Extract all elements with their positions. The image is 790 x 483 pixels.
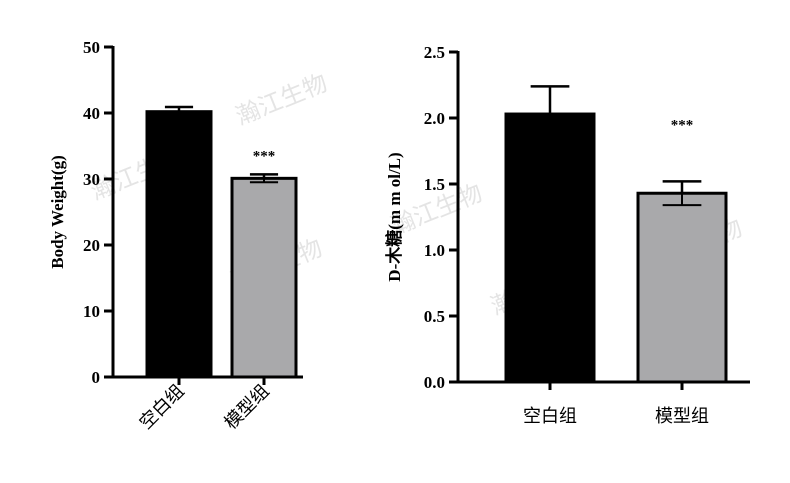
x-tick-label: 模型组 xyxy=(655,406,709,427)
x-tick-label: 模型组 xyxy=(221,381,274,434)
y-tick-label: 50 xyxy=(83,38,100,57)
y-axis-label: Body Weight(g) xyxy=(48,155,67,269)
d-xylose-chart: 0.0 0.5 1.0 1.5 2.0 2.5 D-木糖(m m ol/L) 空白组 *** 模型… xyxy=(384,43,750,427)
y-tick-label: 0.5 xyxy=(424,307,445,326)
bar xyxy=(145,110,213,379)
x-tick-label: 空白组 xyxy=(523,406,577,427)
bar xyxy=(504,112,596,384)
y-tick-label: 1.5 xyxy=(424,175,445,194)
bar xyxy=(636,191,728,384)
y-tick-label: 0 xyxy=(92,368,101,387)
y-tick-label: 1.0 xyxy=(424,241,445,260)
y-tick-label: 30 xyxy=(83,170,100,189)
y-tick-label: 2.0 xyxy=(424,109,445,128)
y-tick-label: 20 xyxy=(83,236,100,255)
y-tick-label: 40 xyxy=(83,104,100,123)
y-tick-label: 0.0 xyxy=(424,373,445,392)
y-axis-label: D-木糖(m m ol/L) xyxy=(384,152,404,281)
body-weight-chart: 0 10 20 30 40 50 Body Weight(g) 空白组 *** 模型组 xyxy=(48,38,303,434)
watermark-text: 瀚江生物 xyxy=(232,69,331,131)
significance-label: *** xyxy=(671,117,694,133)
bar xyxy=(230,176,298,379)
y-tick-label: 2.5 xyxy=(424,43,445,62)
x-tick-label: 空白组 xyxy=(136,381,189,434)
y-tick-label: 10 xyxy=(83,302,100,321)
significance-label: *** xyxy=(253,148,276,164)
